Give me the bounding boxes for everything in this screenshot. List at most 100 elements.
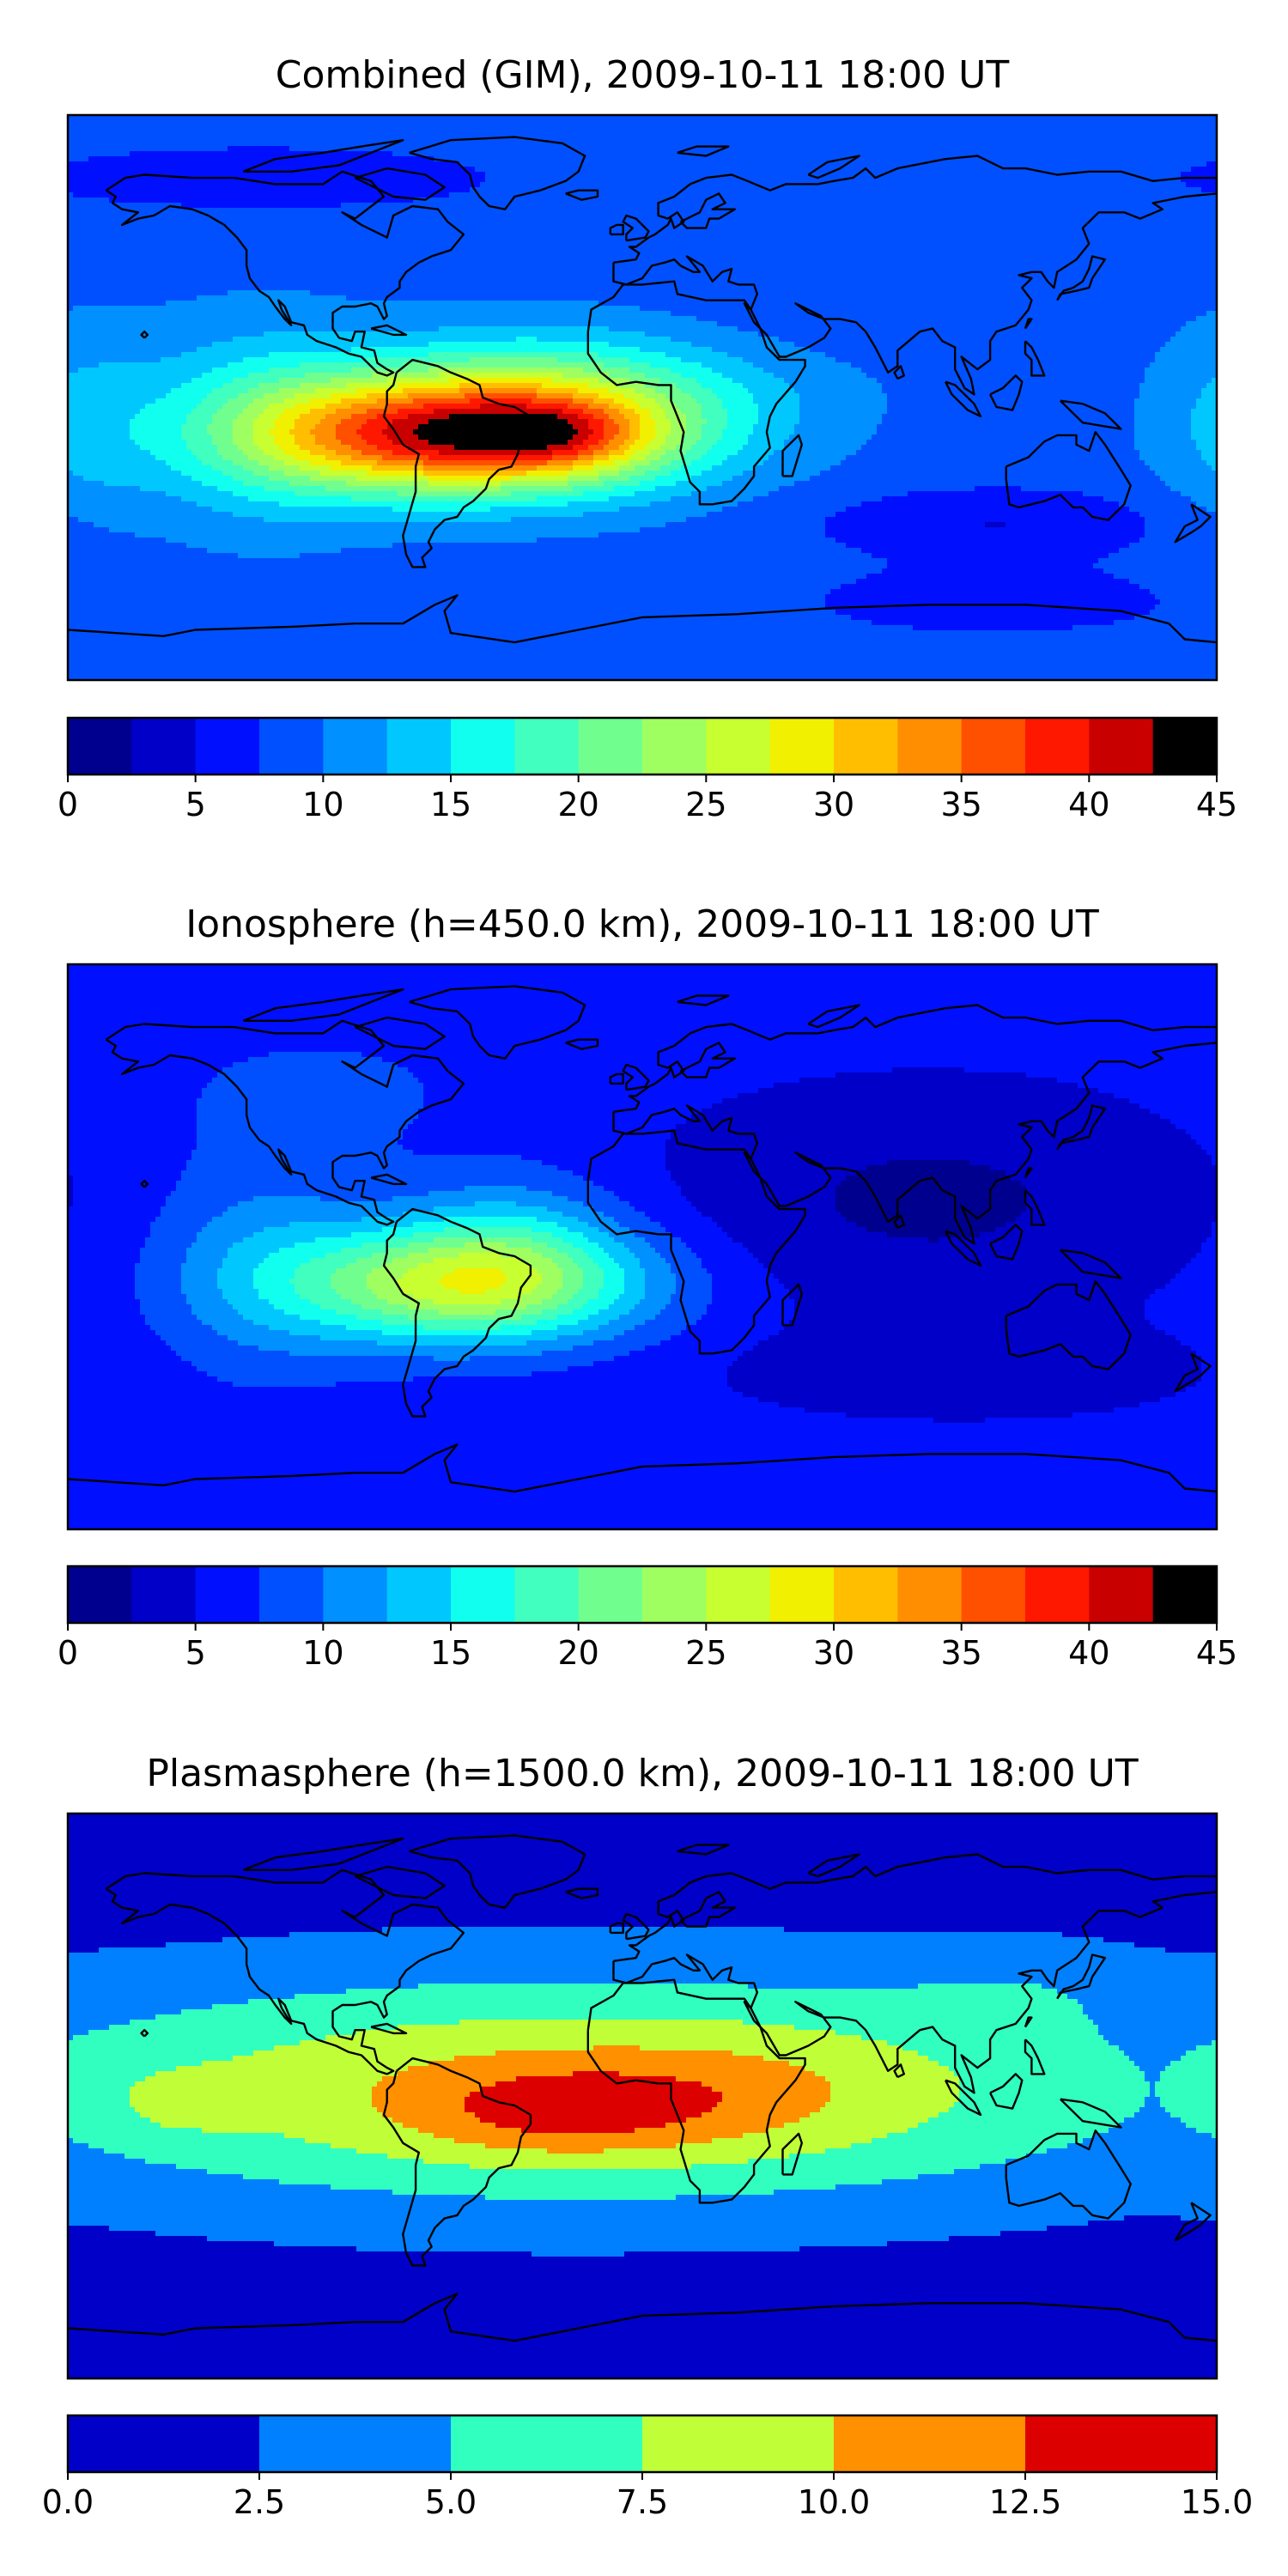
- colorbar-tick-label: 0.0: [42, 2483, 94, 2521]
- field-cell: [671, 1232, 728, 1238]
- field-cell: [150, 1325, 213, 1331]
- field-cell: [629, 1309, 661, 1315]
- field-cell: [702, 383, 744, 389]
- field-cell: [258, 445, 280, 451]
- field-cell: [403, 2123, 496, 2129]
- field-cell: [68, 1005, 1217, 1012]
- field-cell: [825, 2148, 1048, 2154]
- coastline-south-america: [382, 2057, 532, 2267]
- field-cell: [583, 409, 605, 415]
- field-cell: [295, 393, 331, 399]
- field-cell: [465, 2102, 718, 2108]
- field-cell: [408, 1268, 455, 1274]
- field-cell: [872, 2138, 1084, 2144]
- coastline-new-guinea: [1060, 1249, 1122, 1279]
- coastline-north-america: [105, 170, 465, 377]
- field-cell: [68, 2298, 1217, 2304]
- field-cell: [408, 393, 465, 399]
- field-cell: [645, 445, 661, 451]
- field-cell: [68, 2020, 131, 2026]
- field-cell: [1155, 357, 1217, 363]
- field-cell: [465, 393, 538, 399]
- field-cell: [1206, 161, 1217, 167]
- field-cell: [640, 419, 656, 425]
- field-cell: [367, 419, 393, 425]
- field-cell: [68, 558, 888, 564]
- field-cell: [629, 1227, 666, 1233]
- field-cell: [887, 409, 1135, 415]
- field-cell: [598, 1227, 630, 1233]
- field-cell: [1078, 1999, 1217, 2005]
- field-cell: [743, 2020, 1094, 2026]
- field-cell: [562, 409, 584, 415]
- field-cell: [284, 471, 321, 477]
- field-cell: [609, 414, 625, 420]
- field-cell: [748, 1984, 919, 1990]
- field-cell: [372, 1253, 409, 1259]
- field-cell: [408, 414, 450, 420]
- field-cell: [68, 1212, 161, 1218]
- field-cell: [145, 1315, 197, 1321]
- field-cell: [619, 1294, 646, 1300]
- field-cell: [676, 2076, 826, 2082]
- field-cell: [1129, 1098, 1217, 1104]
- field-cell: [68, 1927, 383, 1933]
- field-cell: [1145, 2102, 1161, 2108]
- field-cell: [68, 1098, 197, 1104]
- field-cell: [568, 1366, 728, 1372]
- field-cell: [68, 218, 1217, 224]
- field-cell: [1155, 2087, 1217, 2093]
- field-cell: [830, 2097, 960, 2103]
- field-cell: [68, 424, 131, 430]
- field-cell: [609, 342, 692, 348]
- field-cell: [480, 182, 1187, 188]
- colorbar-tick-label: 12.5: [989, 2483, 1062, 2521]
- field-cell: [743, 1392, 1176, 1398]
- field-cell: [68, 496, 182, 502]
- field-cell: [295, 440, 316, 446]
- field-cell: [1145, 1309, 1217, 1315]
- field-cell: [428, 342, 610, 348]
- field-cell: [928, 2117, 1125, 2123]
- field-cell: [310, 398, 342, 404]
- field-cell: [398, 2071, 574, 2077]
- coastline-ireland: [609, 1922, 624, 1935]
- field-cell: [202, 481, 244, 487]
- field-cell: [712, 1279, 780, 1285]
- field-cell: [68, 1351, 177, 1357]
- field-cell: [645, 1268, 671, 1274]
- field-cell: [557, 1222, 589, 1228]
- field-cell: [181, 1268, 218, 1274]
- field-cell: [392, 440, 429, 446]
- field-cell: [181, 496, 249, 502]
- field-cell: [671, 1263, 702, 1269]
- field-cell: [681, 465, 713, 471]
- field-cell: [794, 481, 1166, 487]
- field-cell: [887, 398, 1135, 404]
- colorbar-segment: [195, 718, 260, 775]
- field-cell: [161, 1212, 223, 1218]
- field-cell: [717, 2102, 826, 2108]
- field-cell: [310, 409, 337, 415]
- field-cell: [155, 1330, 218, 1336]
- field-cell: [939, 1237, 1207, 1243]
- field-cell: [665, 1155, 1212, 1161]
- field-cell: [155, 2231, 1001, 2237]
- field-cell: [650, 460, 671, 466]
- field-cell: [614, 1356, 738, 1362]
- field-cell: [969, 1160, 1212, 1166]
- field-cell: [367, 1284, 398, 1290]
- field-cell: [68, 2102, 131, 2108]
- field-cell: [568, 471, 599, 477]
- field-cell: [217, 1268, 254, 1274]
- coastline-svalbard: [677, 1844, 730, 1856]
- field-cell: [274, 2045, 594, 2051]
- field-cell: [691, 1248, 749, 1254]
- colorbar-segment: [1152, 1566, 1218, 1623]
- field-cell: [882, 419, 1135, 425]
- field-cell: [197, 1366, 568, 1372]
- field-cell: [887, 1160, 970, 1166]
- field-cell: [274, 419, 295, 425]
- field-cell: [68, 1361, 192, 1367]
- field-cell: [166, 491, 234, 497]
